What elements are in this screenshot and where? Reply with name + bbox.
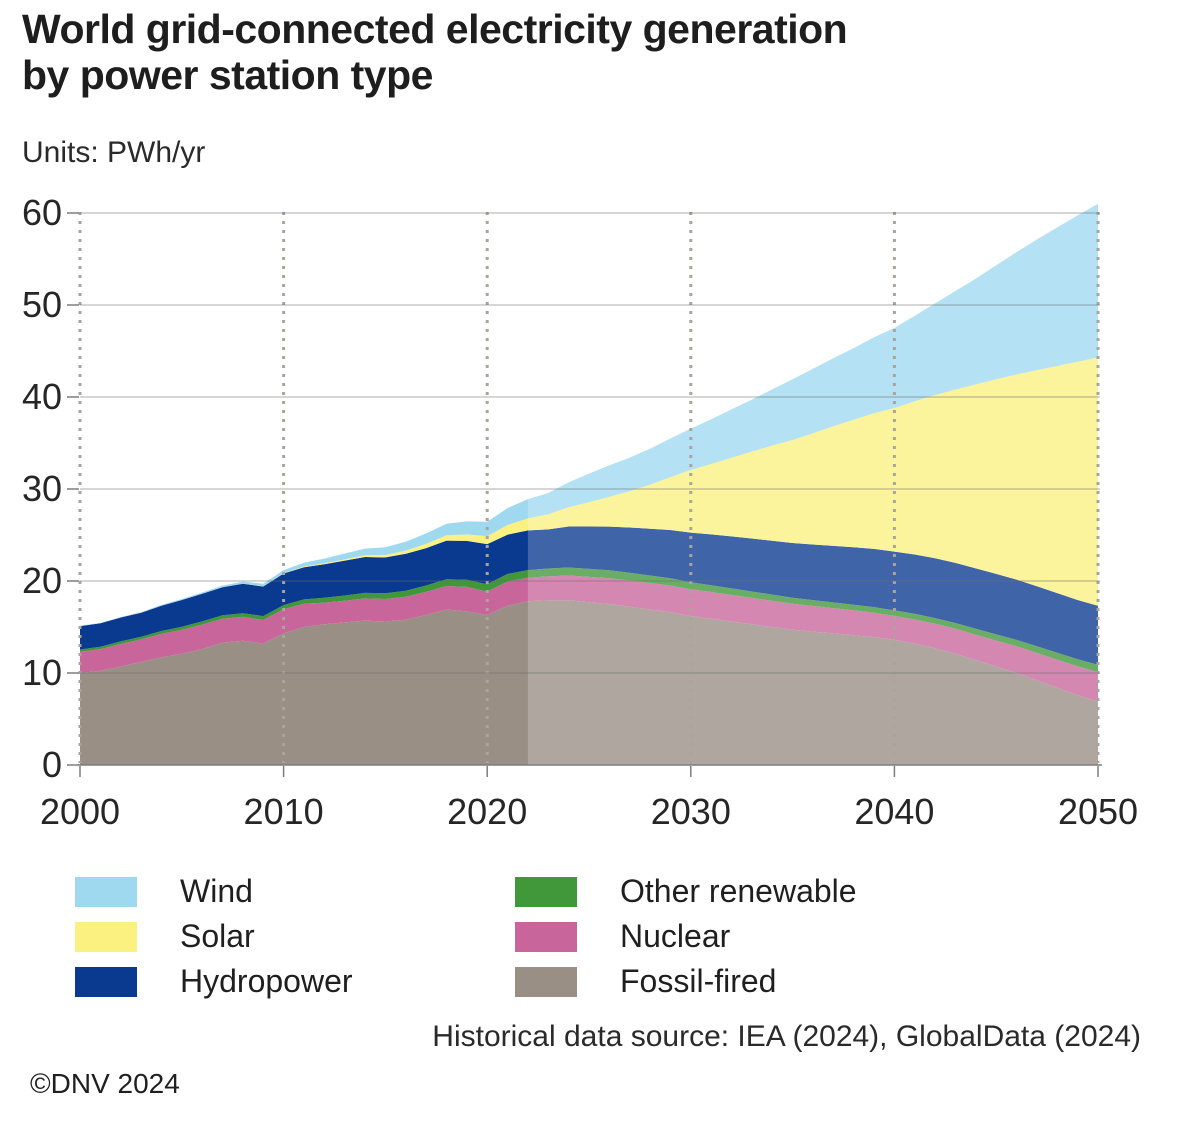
chart-title-line1: World grid-connected electricity generat… — [22, 6, 848, 52]
source-note: Historical data source: IEA (2024), Glob… — [432, 1020, 1141, 1053]
x-axis-label-2040: 2040 — [854, 791, 934, 832]
legend-item-other-renewable: Other renewable — [515, 873, 857, 910]
legend-label-solar: Solar — [180, 918, 255, 954]
x-axis-label-2010: 2010 — [244, 791, 324, 832]
legend-label-hydropower: Hydropower — [180, 963, 353, 999]
copyright-note: ©DNV 2024 — [30, 1068, 180, 1099]
area-fossil-fired — [80, 600, 1098, 765]
area-solar — [80, 357, 1098, 627]
legend-swatch-fossil-fired — [515, 966, 577, 997]
x-axis-label-2050: 2050 — [1058, 791, 1138, 832]
legend-item-nuclear: Nuclear — [515, 918, 857, 955]
chart-title-line2: by power station type — [22, 52, 433, 99]
chart-title: World grid-connected electricity generat… — [22, 6, 848, 99]
legend: Wind Solar Hydropower Other renewable Nuclea… — [75, 869, 857, 1004]
legend-swatch-nuclear — [515, 921, 577, 952]
y-axis-label-50: 50 — [22, 284, 62, 325]
legend-item-hydropower: Hydropower — [75, 963, 515, 1000]
legend-item-wind: Wind — [75, 873, 515, 910]
area-hydropower — [80, 526, 1098, 665]
x-axis-label-2000: 2000 — [40, 791, 120, 832]
legend-label-wind: Wind — [180, 873, 253, 909]
y-axis-label-40: 40 — [22, 376, 62, 417]
x-axis-label-2030: 2030 — [651, 791, 731, 832]
y-axis-label-30: 30 — [22, 468, 62, 509]
legend-swatch-hydropower — [75, 966, 137, 997]
legend-swatch-wind — [75, 876, 137, 907]
area-nuclear — [80, 575, 1098, 702]
legend-item-fossil-fired: Fossil-fired — [515, 963, 857, 1000]
units-label: Units: PWh/yr — [22, 136, 206, 169]
x-axis-label-2020: 2020 — [447, 791, 527, 832]
legend-label-nuclear: Nuclear — [620, 918, 731, 954]
legend-item-solar: Solar — [75, 918, 515, 955]
legend-label-other-renewable: Other renewable — [620, 873, 857, 909]
forecast-region-overlay — [527, 203, 1098, 765]
legend-label-fossil-fired: Fossil-fired — [620, 963, 777, 999]
legend-swatch-other-renewable — [515, 876, 577, 907]
y-axis-label-0: 0 — [42, 744, 62, 785]
legend-swatch-solar — [75, 921, 137, 952]
y-axis-label-20: 20 — [22, 560, 62, 601]
y-axis-label-10: 10 — [22, 652, 62, 693]
y-axis-label-60: 60 — [22, 192, 62, 233]
